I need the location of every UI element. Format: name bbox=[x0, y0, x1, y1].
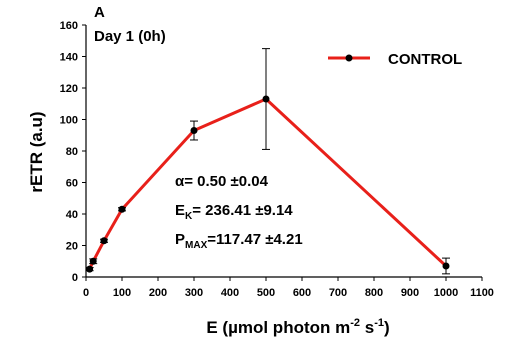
ek-parameter: EK= 236.41 ±9.14 bbox=[175, 202, 293, 222]
x-tick-label: 700 bbox=[329, 287, 347, 299]
y-axis-label: rETR (a.u) bbox=[27, 111, 46, 192]
data-point bbox=[442, 262, 450, 270]
data-point bbox=[86, 265, 94, 273]
legend-marker-control bbox=[345, 54, 353, 62]
x-tick-label: 200 bbox=[149, 287, 167, 299]
x-tick-label: 600 bbox=[293, 287, 311, 299]
x-tick-label: 100 bbox=[113, 287, 131, 299]
pmax-parameter: PMAX=117.47 ±4.21 bbox=[175, 231, 303, 251]
y-tick-label: 60 bbox=[66, 178, 78, 190]
plot-area: 0 20 40 60 80 100 120 140 160 0 100 200 300 400 500 600… bbox=[60, 20, 494, 299]
data-point bbox=[89, 257, 97, 265]
data-point bbox=[190, 127, 198, 135]
y-tick-label: 160 bbox=[60, 20, 78, 32]
y-tick-label: 0 bbox=[72, 272, 78, 284]
legend-label-control: CONTROL bbox=[388, 51, 462, 68]
data-point bbox=[118, 205, 126, 213]
legend: CONTROL bbox=[328, 51, 462, 68]
x-tick-label: 300 bbox=[185, 287, 203, 299]
y-tick-label: 100 bbox=[60, 115, 78, 127]
data-point bbox=[262, 95, 270, 103]
x-tick-label: 800 bbox=[365, 287, 383, 299]
panel-label: A bbox=[94, 4, 105, 21]
x-tick-label: 1100 bbox=[470, 287, 494, 299]
y-tick-label: 120 bbox=[60, 83, 78, 95]
y-tick-label: 140 bbox=[60, 52, 78, 64]
y-tick-label: 20 bbox=[66, 241, 78, 253]
x-axis-label: E (µmol photon m-2 s-1) bbox=[206, 317, 389, 337]
data-point bbox=[100, 237, 108, 245]
chart-subtitle: Day 1 (0h) bbox=[94, 28, 166, 45]
x-tick-label: 900 bbox=[401, 287, 419, 299]
y-tick-label: 80 bbox=[66, 146, 78, 158]
fit-parameters: α= 0.50 ±0.04 EK= 236.41 ±9.14 PMAX=117.… bbox=[175, 173, 303, 251]
x-tick-label: 1000 bbox=[434, 287, 458, 299]
x-tick-label: 500 bbox=[257, 287, 275, 299]
x-tick-label: 0 bbox=[83, 287, 89, 299]
x-tick-label: 400 bbox=[221, 287, 239, 299]
y-tick-label: 40 bbox=[66, 209, 78, 221]
alpha-parameter: α= 0.50 ±0.04 bbox=[175, 173, 269, 190]
